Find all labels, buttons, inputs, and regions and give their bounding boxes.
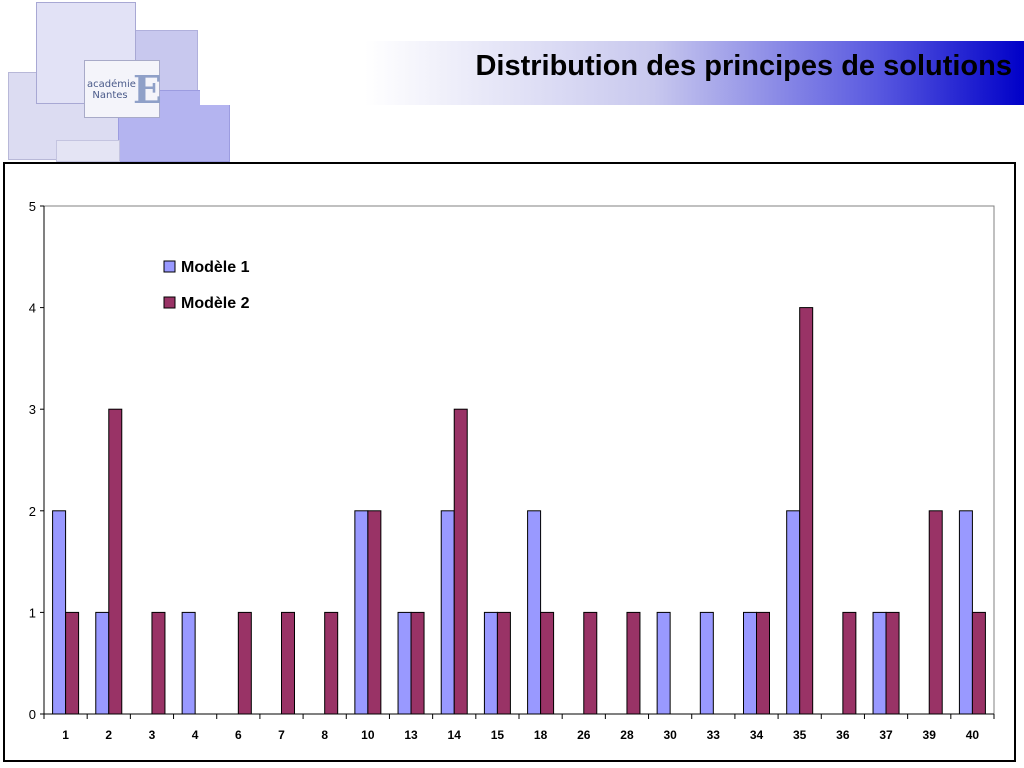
page-title: Distribution des principes de solutions: [475, 50, 1012, 82]
bar: [656, 611, 671, 715]
x-tick-label: 37: [879, 728, 893, 742]
bar: [95, 611, 110, 715]
x-tick-label: 8: [321, 728, 328, 742]
x-tick-label: 3: [149, 728, 156, 742]
bar: [626, 611, 641, 715]
bar: [281, 611, 295, 715]
legend-label: Modèle 2: [181, 295, 250, 312]
bar: [872, 611, 887, 715]
x-tick-label: 35: [793, 728, 807, 742]
x-tick-label: 34: [750, 728, 764, 742]
bar: [65, 611, 80, 715]
x-tick-label: 30: [663, 728, 677, 742]
logo-line2: Nantes: [92, 90, 128, 101]
bar: [756, 611, 770, 715]
bar: [181, 611, 196, 715]
x-tick-label: 33: [707, 728, 721, 742]
logo-text: académie Nantes: [87, 79, 136, 101]
title-band: [200, 41, 1024, 105]
x-tick-label: 7: [278, 728, 285, 742]
x-tick-label: 39: [923, 728, 937, 742]
bar: [324, 611, 339, 715]
legend-swatch: [163, 296, 176, 309]
bar: [928, 510, 943, 715]
bar: [108, 408, 123, 715]
bar: [354, 510, 369, 715]
x-tick-label: 1: [62, 728, 69, 742]
x-tick-label: 28: [620, 728, 634, 742]
bar: [397, 611, 412, 715]
y-tick-label: 2: [29, 504, 36, 519]
x-tick-label: 36: [836, 728, 850, 742]
y-tick-label: 0: [29, 707, 36, 722]
bar: [237, 611, 252, 715]
bar: [52, 510, 67, 715]
logo-line1: académie: [87, 79, 136, 90]
y-tick-label: 1: [29, 605, 36, 620]
bar: [453, 408, 468, 715]
legend-label: Modèle 1: [181, 259, 250, 276]
y-tick-label: 4: [29, 301, 36, 316]
x-tick-label: 14: [448, 728, 462, 742]
academie-nantes-logo: académie Nantes E: [84, 60, 162, 118]
bar: [496, 611, 511, 715]
x-tick-label: 10: [361, 728, 375, 742]
x-tick-label: 4: [192, 728, 199, 742]
bar: [583, 611, 598, 715]
bar: [410, 611, 425, 715]
x-tick-label: 15: [491, 728, 505, 742]
bar: [799, 307, 814, 715]
legend-swatch: [163, 260, 176, 273]
bar: [151, 611, 166, 715]
bar: [885, 611, 900, 715]
bar: [440, 510, 455, 715]
bar: [842, 611, 857, 715]
bar: [743, 611, 757, 715]
x-tick-label: 18: [534, 728, 548, 742]
bar: [971, 611, 986, 715]
bar: [786, 510, 801, 715]
y-tick-label: 5: [29, 199, 36, 214]
bar: [483, 611, 498, 715]
bar: [540, 611, 555, 715]
logo-emblem-icon: E: [133, 67, 162, 112]
bar: [367, 510, 382, 715]
plot-area: [43, 205, 995, 715]
decorative-square: [56, 140, 120, 162]
bar: [958, 510, 973, 715]
x-tick-label: 2: [105, 728, 112, 742]
x-tick-label: 6: [235, 728, 242, 742]
bar: [527, 510, 542, 715]
x-tick-label: 40: [966, 728, 980, 742]
bar: [699, 611, 714, 715]
y-tick-label: 3: [29, 402, 36, 417]
x-tick-label: 26: [577, 728, 591, 742]
x-tick-label: 13: [404, 728, 418, 742]
